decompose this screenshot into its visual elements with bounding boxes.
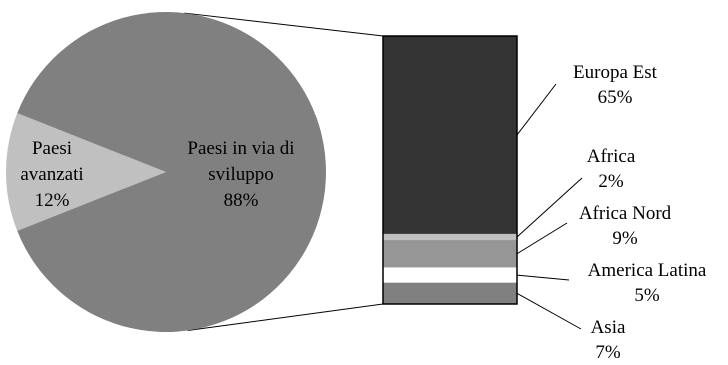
leader-line-africa bbox=[516, 177, 583, 238]
pie-slice-paesi-avanzati bbox=[6, 113, 167, 231]
leader-line-america-latina bbox=[516, 274, 570, 281]
bar-label-asia: Asia 7% bbox=[591, 317, 626, 363]
bar-label-europa-est-line: Europa Est bbox=[573, 62, 658, 83]
pie-label-paesi-in-via-di-sviluppo-line: Paesi in via di bbox=[187, 138, 294, 159]
connector-lines bbox=[184, 12, 384, 332]
bar-label-asia-line: 7% bbox=[595, 342, 621, 363]
bar-segment-africa-nord bbox=[383, 240, 517, 268]
bar-segment-asia bbox=[383, 282, 517, 304]
leader-line-asia bbox=[516, 292, 582, 330]
bar-label-africa-line: 2% bbox=[598, 171, 624, 192]
bar-segment-america-latina bbox=[383, 267, 517, 283]
connector-line-top bbox=[184, 12, 384, 37]
bar-label-africa: Africa 2% bbox=[587, 146, 636, 192]
leader-lines bbox=[516, 83, 583, 330]
breakdown-bar bbox=[382, 35, 518, 305]
pie-slice-paesi-in-via-di-sviluppo bbox=[17, 12, 327, 332]
bar-outline bbox=[382, 35, 518, 305]
pie-label-paesi-avanzati-line: avanzati bbox=[20, 164, 83, 185]
bar-label-africa-nord-line: Africa Nord bbox=[579, 203, 672, 224]
bar-label-africa-nord-line: 9% bbox=[612, 228, 638, 249]
bar-segment-africa bbox=[383, 233, 517, 241]
pie-chart bbox=[6, 12, 327, 332]
leader-line-africa-nord bbox=[516, 222, 568, 255]
pie-label-paesi-in-via-di-sviluppo-line: 88% bbox=[224, 190, 259, 211]
bar-label-africa-nord: Africa Nord 9% bbox=[579, 203, 672, 249]
bar-label-america-latina: America Latina 5% bbox=[588, 260, 707, 306]
bar-label-asia-line: Asia bbox=[591, 317, 626, 338]
connector-line-bottom bbox=[187, 303, 384, 332]
pie-label-paesi-avanzati-line: 12% bbox=[35, 190, 70, 211]
bar-label-america-latina-line: America Latina bbox=[588, 260, 707, 281]
leader-line-europa-est bbox=[516, 83, 557, 136]
bar-label-europa-est-line: 65% bbox=[598, 87, 633, 108]
bar-label-africa-line: Africa bbox=[587, 146, 636, 167]
data-labels: Paesi avanzati 12% Paesi in via di sviluppo 8… bbox=[20, 62, 707, 363]
pie-label-paesi-in-via-di-sviluppo: Paesi in via di sviluppo 88% bbox=[187, 138, 294, 211]
pie-label-paesi-avanzati-line: Paesi bbox=[32, 138, 72, 159]
bar-label-america-latina-line: 5% bbox=[634, 285, 660, 306]
pie-label-paesi-avanzati: Paesi avanzati 12% bbox=[20, 138, 83, 211]
bar-segment-europa-est bbox=[383, 36, 517, 234]
bar-label-europa-est: Europa Est 65% bbox=[573, 62, 658, 108]
pie-label-paesi-in-via-di-sviluppo-line: sviluppo bbox=[208, 164, 273, 185]
